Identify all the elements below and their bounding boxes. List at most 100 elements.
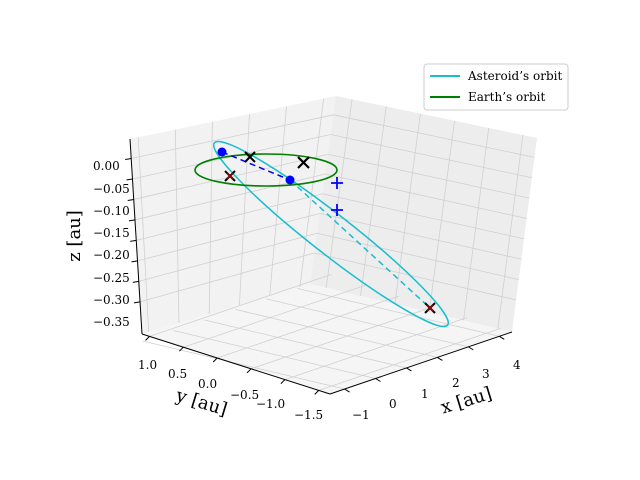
y-grid-line xyxy=(239,114,250,306)
z-tick-mark xyxy=(133,301,141,304)
axis-lines xyxy=(125,138,513,395)
z-tick-mark xyxy=(130,239,137,242)
x-tick-mark xyxy=(375,378,381,382)
y-tick-label: 0.0 xyxy=(198,377,217,391)
z-grid-line xyxy=(139,252,315,303)
z-tick-labels: 0.00 −0.05 −0.10 −0.15 −0.20 −0.25 −0.30… xyxy=(93,159,130,329)
y-tick-label: −1.0 xyxy=(256,397,285,411)
x-floor-grid-line xyxy=(173,330,376,379)
x-tick-label: −1 xyxy=(352,408,370,422)
z-grid-line xyxy=(131,114,334,159)
y-grid-line xyxy=(269,106,287,297)
x-tick-mark xyxy=(344,388,350,393)
x-tick-mark xyxy=(437,356,443,361)
z-tick-mark xyxy=(131,260,138,263)
z-tick-mark xyxy=(126,178,133,181)
z-tick-label: −0.30 xyxy=(93,293,130,307)
z-tick-label: −0.20 xyxy=(93,248,130,262)
z-grid-line xyxy=(319,213,522,260)
x-floor-grid-line xyxy=(297,287,500,337)
dashed-line-cyan xyxy=(289,179,431,309)
x-axis-line xyxy=(329,331,513,395)
x-axis-title: x [au] xyxy=(438,383,494,418)
x-marker xyxy=(297,156,310,169)
z-tick-label: −0.10 xyxy=(93,204,130,218)
x-tick-labels: −1 0 1 2 3 4 xyxy=(352,358,521,422)
y-floor-grid-line xyxy=(318,328,501,391)
z-grid-line xyxy=(322,193,525,240)
z-axis-line xyxy=(129,138,143,335)
y-tick-mark xyxy=(246,368,252,374)
x-floor-grid-line xyxy=(235,309,438,358)
y-axis-line xyxy=(141,333,331,395)
y-grid-line xyxy=(299,98,325,288)
x-marker xyxy=(244,151,256,163)
y-tick-label: −1.5 xyxy=(294,408,323,422)
z-grid-line xyxy=(137,213,320,262)
back-pane xyxy=(310,96,537,332)
z-tick-mark xyxy=(128,219,136,222)
z-tick-mark xyxy=(125,158,132,160)
earth-start-point xyxy=(217,147,227,157)
z-grid-line xyxy=(314,252,517,301)
asteroid-orbit-group xyxy=(212,140,450,328)
x-grid-line xyxy=(463,127,490,321)
y-floor-grid-line xyxy=(183,284,366,348)
z-grid-line xyxy=(325,173,527,219)
x-marker-red xyxy=(226,172,234,180)
x-tick-mark xyxy=(499,335,505,340)
z-tick-label: 0.00 xyxy=(93,159,120,173)
y-tick-mark xyxy=(212,357,218,363)
z-grid-line xyxy=(333,114,535,158)
y-floor-grid-line xyxy=(149,274,332,337)
z-tick-label: −0.25 xyxy=(93,271,130,285)
y-tick-label: −0.5 xyxy=(230,388,259,402)
y-tick-mark xyxy=(280,379,286,384)
x-tick-label: 1 xyxy=(421,387,429,401)
x-grid-line xyxy=(394,113,421,305)
z-tick-mark xyxy=(127,198,134,201)
y-tick-mark xyxy=(314,390,320,395)
x-floor-grid-line xyxy=(266,298,469,348)
plus-marker xyxy=(331,177,343,189)
y-grid-line xyxy=(208,121,213,315)
x-tick-mark xyxy=(468,346,474,351)
markers xyxy=(217,147,436,314)
x-grid-line xyxy=(325,99,353,288)
z-tick-label: −0.15 xyxy=(93,226,130,240)
x-grid-line xyxy=(360,106,387,297)
z-grid-line xyxy=(316,232,519,281)
x-tick-label: 2 xyxy=(452,376,460,390)
y-tick-label: 1.0 xyxy=(138,358,157,372)
earth-orbit-line xyxy=(194,153,338,187)
earth-orbit-group xyxy=(194,153,338,187)
x-tick-label: 3 xyxy=(482,367,490,381)
z-grid-line xyxy=(327,153,530,199)
z-tick-label: −0.05 xyxy=(93,182,130,196)
y-grid-line xyxy=(137,137,150,333)
sun-point xyxy=(285,175,295,185)
y-tick-mark xyxy=(179,346,184,352)
x-grid-line xyxy=(497,135,524,329)
dashed-line-blue xyxy=(221,151,291,181)
z-axis-title: z [au] xyxy=(64,210,85,262)
z-tick-mark xyxy=(132,280,139,283)
legend: Asteroid’s orbit Earth’s orbit xyxy=(423,63,569,111)
x-grid-line xyxy=(428,120,455,313)
left-pane xyxy=(130,96,336,334)
y-tick-mark xyxy=(145,336,150,341)
legend-label-earth: Earth’s orbit xyxy=(468,90,545,104)
y-floor-grid-line xyxy=(250,306,434,370)
x-tick-mark xyxy=(406,367,412,372)
z-grid-line xyxy=(138,232,318,282)
x-tick-label: 4 xyxy=(513,358,521,372)
y-tick-labels: 1.0 0.5 0.0 −0.5 −1.0 −1.5 xyxy=(138,358,323,422)
x-floor-grid-line xyxy=(204,319,407,369)
z-grid-line xyxy=(330,134,532,179)
plus-marker xyxy=(331,204,343,216)
x-marker-red xyxy=(426,304,434,312)
x-tick-label: 0 xyxy=(389,397,397,411)
legend-label-asteroid: Asteroid’s orbit xyxy=(467,69,562,83)
z-grid-line xyxy=(136,193,323,241)
